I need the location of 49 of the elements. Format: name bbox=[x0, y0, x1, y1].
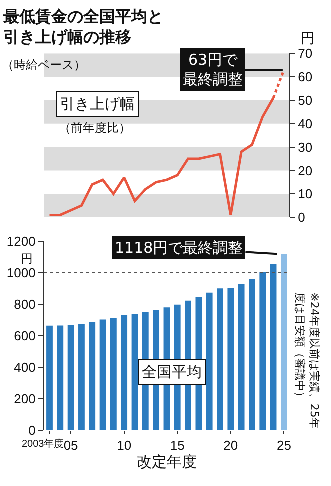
y-axis-title: 円 bbox=[301, 31, 315, 47]
bar bbox=[206, 292, 213, 430]
y-tick-label: 20 bbox=[298, 163, 313, 178]
y-tick-label: 40 bbox=[298, 116, 313, 132]
x-axis-title: 改定年度 bbox=[136, 453, 197, 472]
y-tick-label: 60 bbox=[298, 70, 313, 85]
x-tick-label: 20 bbox=[224, 438, 238, 454]
chart-title: 最低賃金の全国平均と引き上げ幅の推移 bbox=[2, 6, 164, 47]
y-tick-label: 400 bbox=[14, 360, 36, 376]
bar bbox=[89, 322, 96, 430]
bar bbox=[110, 318, 117, 430]
text: ※24年度以前は実績、25年度は目安額（審議中） bbox=[294, 292, 321, 429]
bar bbox=[280, 254, 288, 430]
bar bbox=[100, 320, 106, 430]
annotation: 1118円で最終調整 bbox=[115, 239, 244, 257]
annotation: 63円で最終調整 bbox=[183, 51, 243, 88]
annotation: 全国平均 bbox=[142, 363, 202, 381]
x-tick-label: 15 bbox=[170, 438, 185, 454]
x-tick-label: 2003年度 bbox=[22, 438, 64, 450]
x-tick-label: 25 bbox=[276, 438, 292, 454]
y-tick-label: 30 bbox=[298, 140, 313, 155]
bar bbox=[121, 316, 128, 430]
annotation: 引き上げ幅 bbox=[60, 95, 135, 113]
bar bbox=[260, 272, 266, 430]
x-tick-label: 05 bbox=[64, 438, 78, 454]
y-tick-label: 0 bbox=[28, 422, 36, 438]
y-tick-label: 50 bbox=[298, 93, 313, 108]
bar bbox=[78, 324, 85, 430]
bar bbox=[46, 326, 53, 430]
bar bbox=[249, 279, 256, 430]
bar bbox=[238, 284, 245, 430]
y-tick-label: 10 bbox=[298, 186, 313, 202]
bar bbox=[270, 264, 277, 430]
y-tick-label: 200 bbox=[14, 392, 36, 406]
y-tick-label: 1000 bbox=[6, 266, 36, 281]
y-tick-label: 70 bbox=[298, 46, 313, 62]
bar bbox=[132, 314, 138, 430]
y-tick-label: 1200 bbox=[6, 234, 36, 250]
bar bbox=[228, 288, 234, 430]
x-tick-label: 10 bbox=[117, 438, 132, 454]
y-tick-label: 600 bbox=[14, 328, 36, 344]
y-axis-title: 円 bbox=[21, 252, 33, 266]
y-tick-label: 800 bbox=[14, 297, 36, 312]
chart-subtitle: （時給ベース） bbox=[2, 58, 86, 72]
annotation: （前年度比） bbox=[59, 121, 131, 135]
bar bbox=[217, 288, 224, 430]
bar bbox=[57, 326, 64, 430]
bar bbox=[68, 325, 74, 430]
y-tick-label: 0 bbox=[298, 210, 306, 226]
